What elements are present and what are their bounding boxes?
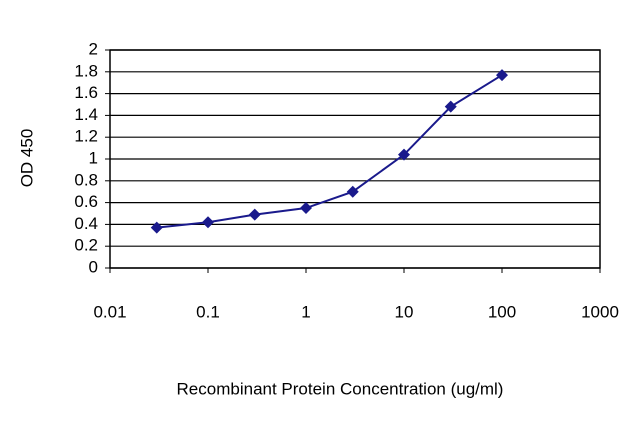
y-tick-label: 0.4 (74, 214, 98, 233)
y-tick-label: 0.8 (74, 170, 98, 189)
data-point (346, 185, 359, 198)
x-tick-label: 0.1 (196, 302, 220, 321)
data-line (156, 74, 503, 229)
data-point (202, 216, 214, 229)
data-point (398, 148, 410, 161)
y-tick-label: 1.8 (74, 61, 98, 80)
y-tick-label: 0.2 (74, 236, 98, 255)
data-point (150, 221, 163, 234)
y-tick-label: 1.6 (74, 83, 98, 102)
data-point (300, 202, 312, 215)
data-point (496, 69, 508, 82)
data-point (248, 208, 261, 221)
y-axis-label: OD 450 (17, 129, 36, 188)
x-tick-label: 1 (301, 302, 310, 321)
y-tick-label: 2 (89, 39, 98, 58)
y-tick-label: 0.6 (74, 192, 98, 211)
y-tick-label: 1.4 (74, 105, 98, 124)
y-tick-label: 1.2 (74, 127, 98, 146)
x-tick-label: 100 (488, 302, 516, 321)
x-tick-label: 1000 (581, 302, 619, 321)
x-tick-label: 0.01 (93, 302, 126, 321)
data-point (444, 100, 457, 113)
x-tick-label: 10 (395, 302, 414, 321)
y-tick-label: 1 (89, 148, 98, 167)
y-tick-label: 0 (89, 257, 98, 276)
x-axis-label: Recombinant Protein Concentration (ug/ml… (177, 379, 504, 398)
